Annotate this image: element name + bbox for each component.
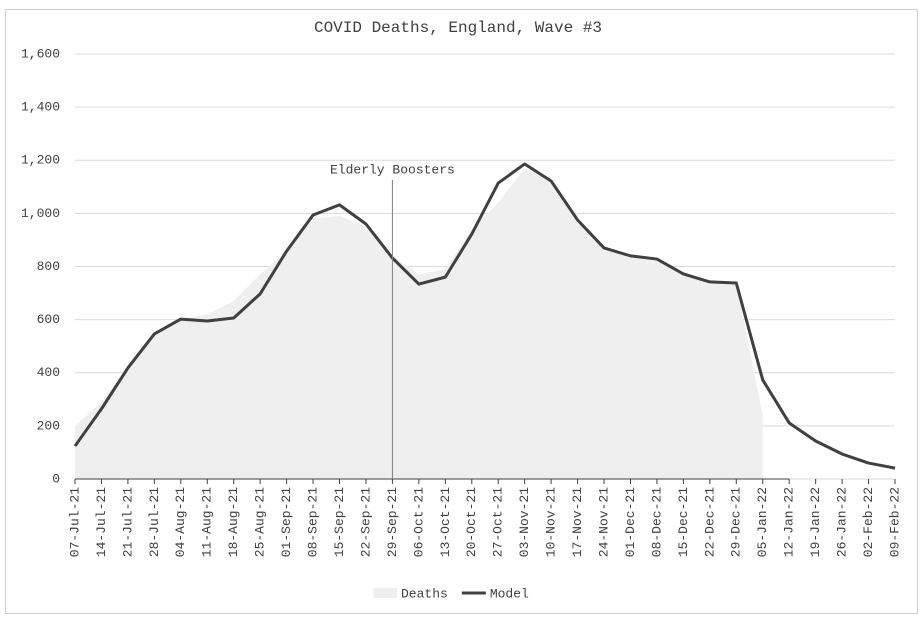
y-tick-label: 1,400 bbox=[21, 100, 60, 115]
legend-label: Model bbox=[490, 586, 529, 601]
y-tick-label: 600 bbox=[37, 312, 60, 327]
x-tick-label: 29-Dec-21 bbox=[729, 487, 744, 557]
x-tick-label: 27-Oct-21 bbox=[491, 487, 506, 557]
x-tick-label: 01-Dec-21 bbox=[623, 487, 638, 557]
y-tick-label: 1,000 bbox=[21, 206, 60, 221]
chart-title: COVID Deaths, England, Wave #3 bbox=[314, 19, 602, 37]
x-tick-label: 03-Nov-21 bbox=[517, 487, 532, 557]
x-tick-label: 10-Nov-21 bbox=[544, 487, 559, 557]
area bbox=[75, 168, 763, 479]
x-tick-label: 07-Jul-21 bbox=[67, 487, 82, 557]
x-tick-label: 20-Oct-21 bbox=[464, 487, 479, 557]
x-tick-label: 28-Jul-21 bbox=[147, 487, 162, 557]
x-tick-label: 18-Aug-21 bbox=[226, 487, 241, 557]
line bbox=[73, 162, 896, 470]
x-tick-label: 04-Aug-21 bbox=[173, 487, 188, 557]
x-tick-label: 01-Sep-21 bbox=[279, 487, 294, 557]
x-tick-label: 15-Dec-21 bbox=[676, 487, 691, 557]
legend-swatch bbox=[373, 588, 397, 598]
y-tick-label: 200 bbox=[37, 418, 60, 433]
x-tick-label: 22-Dec-21 bbox=[702, 487, 717, 557]
x-tick-label: 08-Dec-21 bbox=[649, 487, 664, 557]
x-tick-label: 21-Jul-21 bbox=[120, 487, 135, 557]
annotation-text: Elderly Boosters bbox=[330, 162, 455, 177]
x-tick-label: 26-Jan-22 bbox=[835, 487, 850, 557]
x-tick-label: 08-Sep-21 bbox=[306, 487, 321, 557]
x-tick-label: 13-Oct-21 bbox=[438, 487, 453, 557]
x-tick-label: 02-Feb-22 bbox=[861, 487, 876, 557]
y-tick-label: 0 bbox=[52, 471, 60, 486]
legend-label: Deaths bbox=[401, 586, 448, 601]
x-tick-label: 06-Oct-21 bbox=[411, 487, 426, 557]
x-tick-label: 05-Jan-22 bbox=[755, 487, 770, 557]
x-tick-label: 12-Jan-22 bbox=[782, 487, 797, 557]
x-tick-label: 11-Aug-21 bbox=[200, 487, 215, 557]
x-tick-label: 22-Sep-21 bbox=[358, 487, 373, 557]
x-tick-label: 19-Jan-22 bbox=[808, 487, 823, 557]
y-tick-label: 1,600 bbox=[21, 46, 60, 61]
y-tick-label: 400 bbox=[37, 365, 60, 380]
x-tick-label: 15-Sep-21 bbox=[332, 487, 347, 557]
x-tick-label: 14-Jul-21 bbox=[94, 487, 109, 557]
x-tick-label: 25-Aug-21 bbox=[253, 487, 268, 557]
x-tick-label: 09-Feb-22 bbox=[887, 487, 902, 557]
x-tick-label: 24-Nov-21 bbox=[596, 487, 611, 557]
x-tick-label: 17-Nov-21 bbox=[570, 487, 585, 557]
y-tick-label: 1,200 bbox=[21, 153, 60, 168]
y-tick-label: 800 bbox=[37, 259, 60, 274]
x-tick-label: 29-Sep-21 bbox=[385, 487, 400, 557]
